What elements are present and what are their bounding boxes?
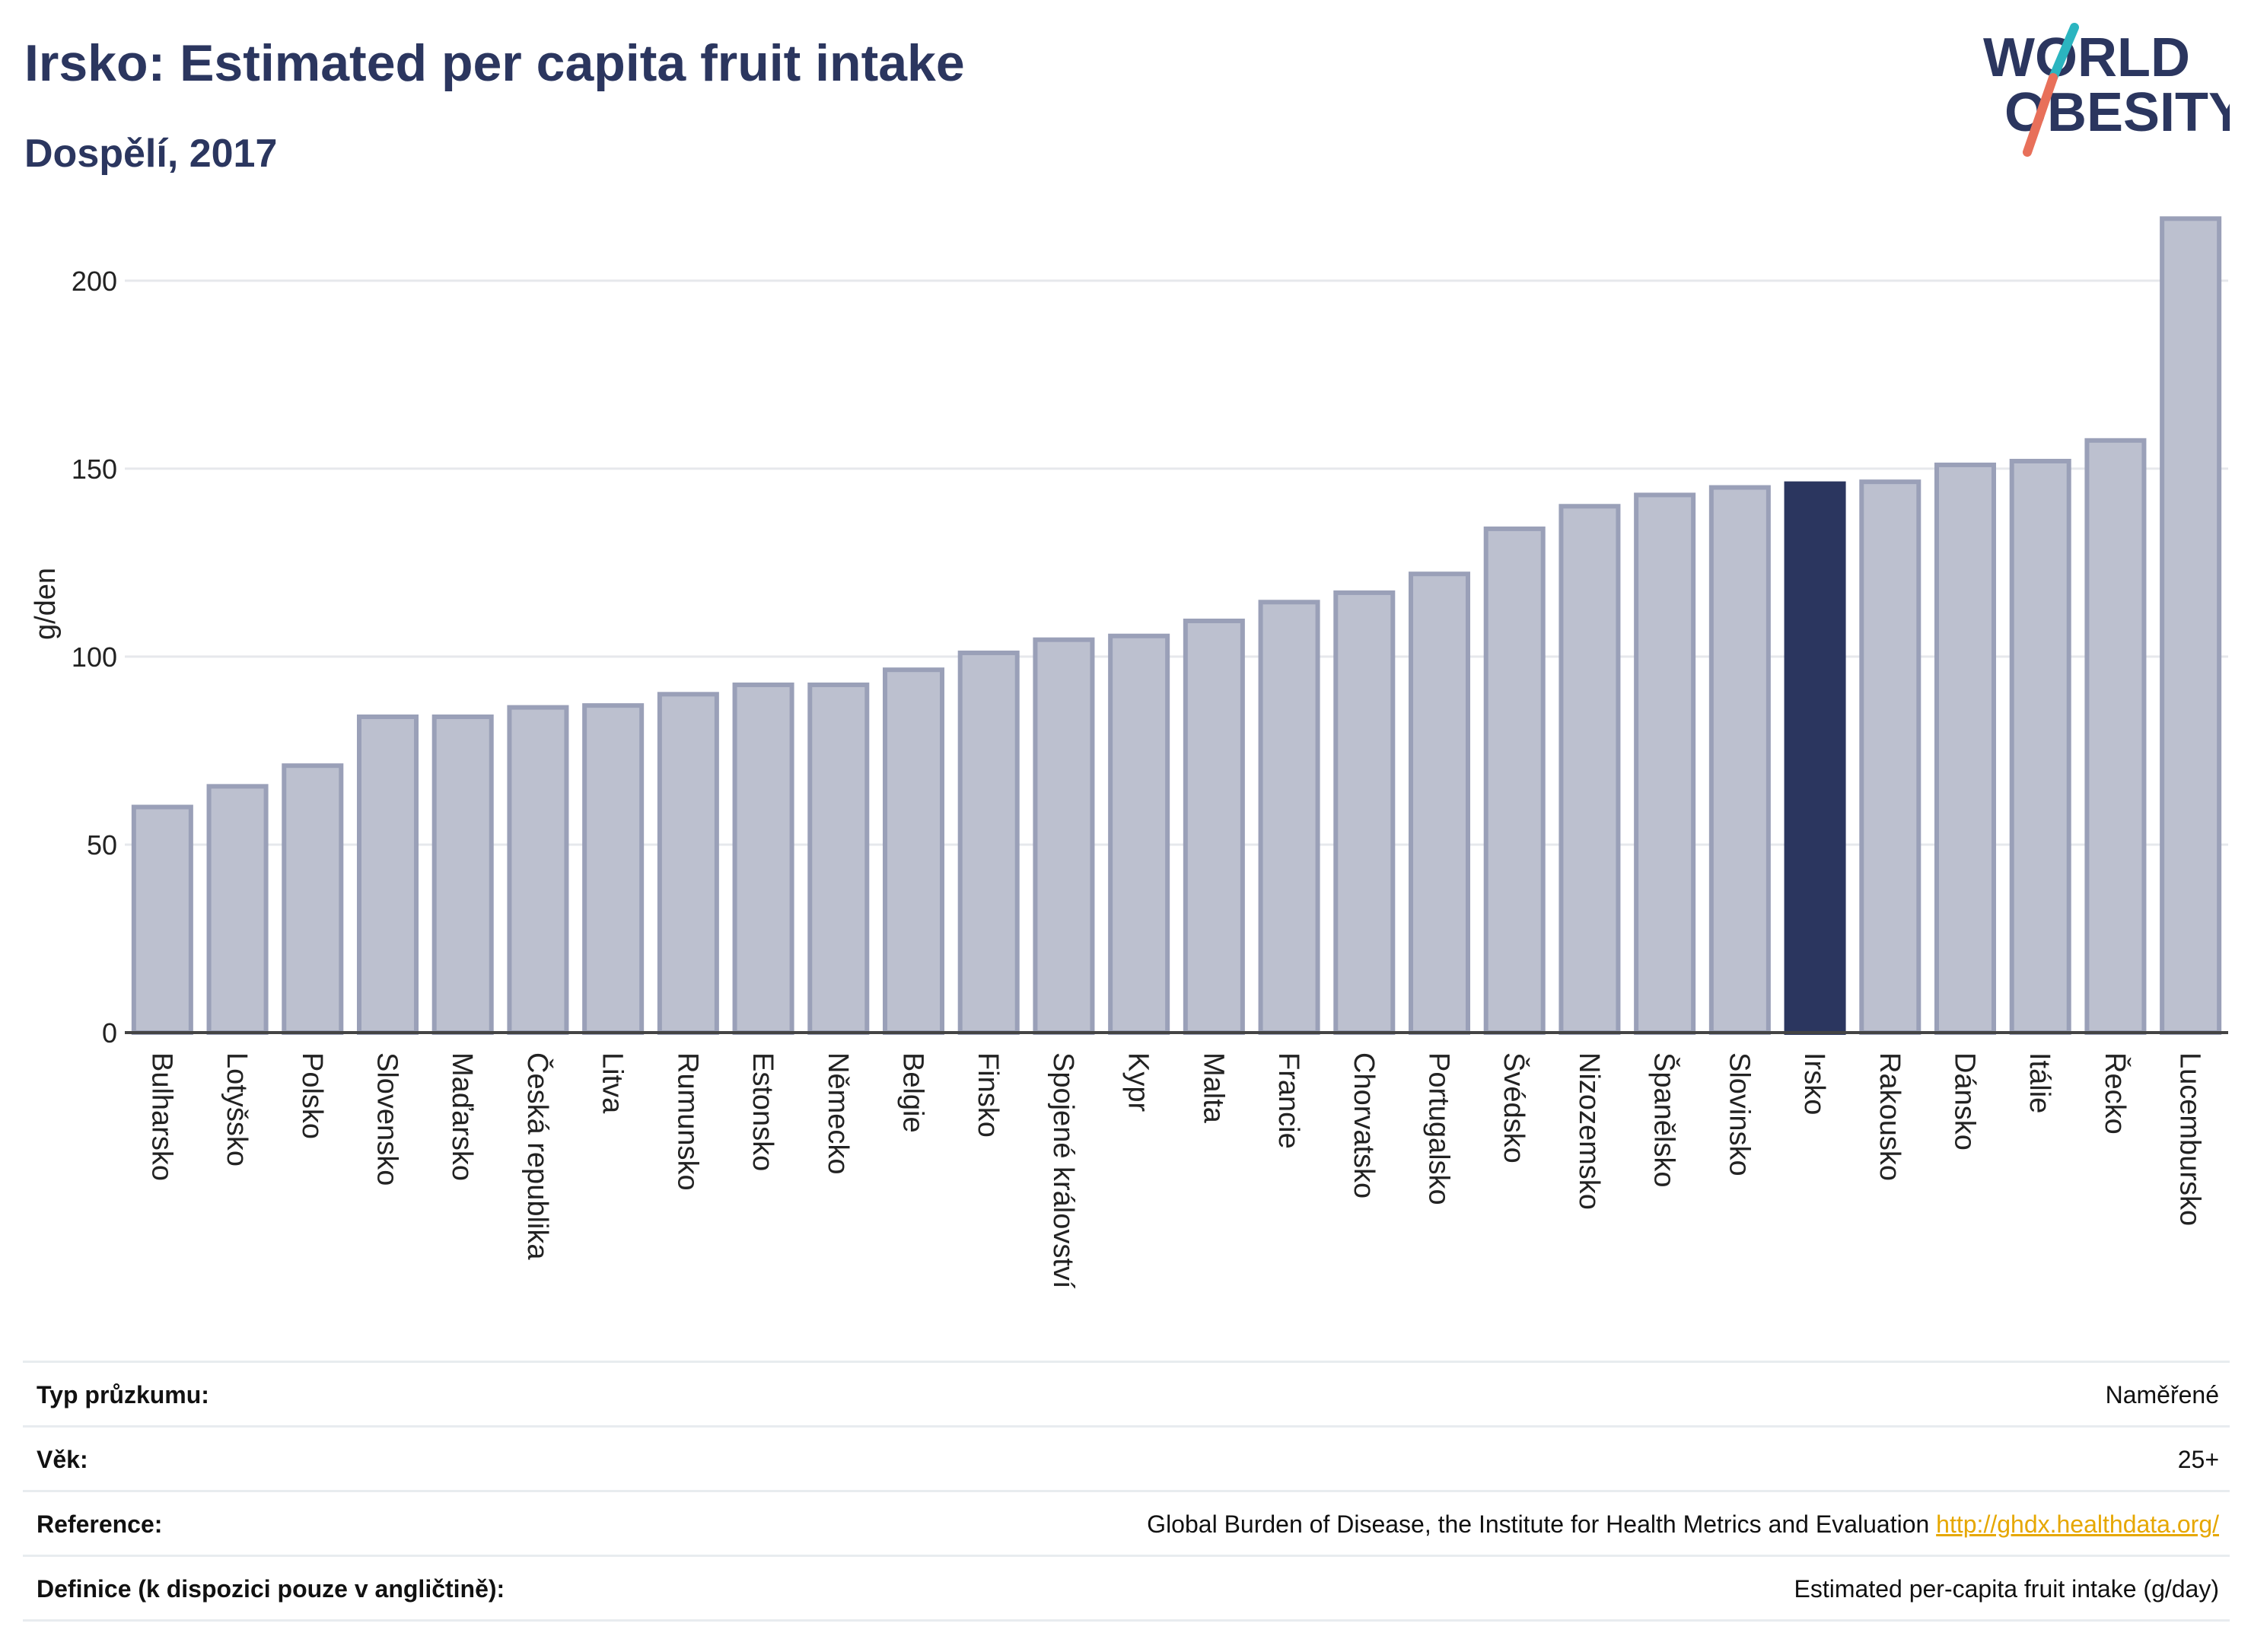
reference-label: Reference: xyxy=(37,1510,163,1538)
x-tick-label: Estonsko xyxy=(747,1052,778,1171)
bar xyxy=(1108,633,1170,1035)
y-axis-label: g/den xyxy=(30,568,62,640)
x-tick-label: Maďarsko xyxy=(446,1052,478,1181)
x-tick-label: Lucembursko xyxy=(2174,1052,2206,1226)
bar xyxy=(206,784,269,1036)
x-tick-label: Slovinsko xyxy=(1723,1052,1755,1176)
x-tick-label: Bulharsko xyxy=(145,1052,177,1181)
x-tick-label: Dánsko xyxy=(1949,1052,1981,1151)
chart-title: Irsko: Estimated per capita fruit intake xyxy=(24,34,965,92)
bar xyxy=(1258,600,1320,1035)
bar xyxy=(957,650,1020,1036)
x-tick-label: Rumunsko xyxy=(671,1052,703,1191)
bar xyxy=(2160,216,2222,1035)
bar xyxy=(1483,526,1546,1035)
details-row-age: Věk: 25+ xyxy=(23,1425,2230,1490)
bar-chart: 0 50 100 150 200 g/den Bulharsko Lotyšsko Polsko… xyxy=(30,216,2228,1289)
world-obesity-logo: WORLD OBESITY xyxy=(1983,23,2230,157)
age-value: 25+ xyxy=(2177,1446,2219,1473)
x-tick-label: Litva xyxy=(597,1052,629,1114)
reference-text: Global Burden of Disease, the Institute … xyxy=(1147,1510,1930,1538)
bar xyxy=(356,714,419,1035)
survey-type-label: Typ průzkumu: xyxy=(37,1381,209,1408)
details-row-survey-type: Typ průzkumu: Naměřené xyxy=(23,1361,2230,1425)
x-tick-label: Španělsko xyxy=(1648,1052,1682,1187)
logo-slash-teal xyxy=(2049,23,2079,82)
age-label: Věk: xyxy=(37,1446,88,1473)
bar xyxy=(1183,618,1245,1035)
bar xyxy=(2084,438,2147,1035)
x-tick-label: Francie xyxy=(1272,1052,1304,1149)
bar xyxy=(431,714,494,1035)
y-tick-label: 0 xyxy=(102,1017,117,1049)
x-tick-label: Spojené království xyxy=(1047,1052,1079,1289)
x-tick-label: Německo xyxy=(822,1052,854,1175)
details-row-definition: Definice (k dispozici pouze v angličtině… xyxy=(23,1555,2230,1622)
details-row-reference: Reference: Global Burden of Disease, the… xyxy=(23,1490,2230,1555)
x-tick-label: Irsko xyxy=(1798,1052,1830,1115)
bar-highlight xyxy=(1784,481,1846,1035)
y-tick-label: 100 xyxy=(72,641,117,673)
bar xyxy=(1934,462,1997,1035)
bar xyxy=(1634,492,1696,1035)
reference-value: Global Burden of Disease, the Institute … xyxy=(1147,1510,2219,1539)
logo-slash-coral xyxy=(2023,73,2058,157)
bar xyxy=(282,763,344,1035)
survey-type-value: Naměřené xyxy=(2105,1381,2219,1408)
bar xyxy=(131,804,193,1035)
bar xyxy=(882,667,945,1035)
bar xyxy=(1033,637,1095,1035)
y-tick-label: 50 xyxy=(87,829,117,861)
definition-label: Definice (k dispozici pouze v angličtině… xyxy=(37,1575,505,1603)
bar xyxy=(1333,590,1396,1035)
x-tick-label: Nizozemsko xyxy=(1573,1052,1605,1210)
x-tick-label: Švédsko xyxy=(1498,1052,1531,1163)
y-tick-label: 200 xyxy=(72,266,117,297)
chart-subtitle: Dospělí, 2017 xyxy=(24,132,278,176)
bar xyxy=(582,703,645,1036)
x-tick-label: Slovensko xyxy=(371,1052,403,1186)
bar xyxy=(1559,504,1621,1035)
bar xyxy=(732,682,794,1035)
bar xyxy=(1708,485,1771,1035)
x-tick-label: Finsko xyxy=(972,1052,1004,1138)
x-tick-label: Malta xyxy=(1197,1052,1229,1124)
bar xyxy=(1408,571,1471,1035)
x-tick-label: Portugalsko xyxy=(1423,1052,1455,1205)
bar xyxy=(507,705,569,1036)
x-tick-label: Belgie xyxy=(897,1052,929,1133)
reference-link[interactable]: http://ghdx.healthdata.org/ xyxy=(1936,1510,2219,1538)
x-tick-label: Kypr xyxy=(1122,1052,1154,1112)
x-tick-label: Řecko xyxy=(2099,1052,2132,1135)
bar xyxy=(807,682,870,1035)
details-table: Typ průzkumu: Naměřené Věk: 25+ Referenc… xyxy=(23,1361,2230,1622)
x-tick-label: Česká republika xyxy=(521,1052,555,1260)
x-tick-label: Itálie xyxy=(2023,1052,2055,1113)
y-tick-label: 150 xyxy=(72,454,117,485)
x-tick-label: Rakousko xyxy=(1874,1052,1906,1181)
bar xyxy=(657,692,719,1035)
x-tick-label: Lotyšsko xyxy=(221,1052,253,1167)
bar xyxy=(1859,479,1921,1035)
definition-value: Estimated per-capita fruit intake (g/day… xyxy=(1794,1575,2219,1603)
x-tick-label: Chorvatsko xyxy=(1348,1052,1380,1198)
x-tick-label: Polsko xyxy=(296,1052,328,1139)
bar xyxy=(2009,458,2071,1035)
logo-word-world: WORLD xyxy=(1983,27,2190,88)
